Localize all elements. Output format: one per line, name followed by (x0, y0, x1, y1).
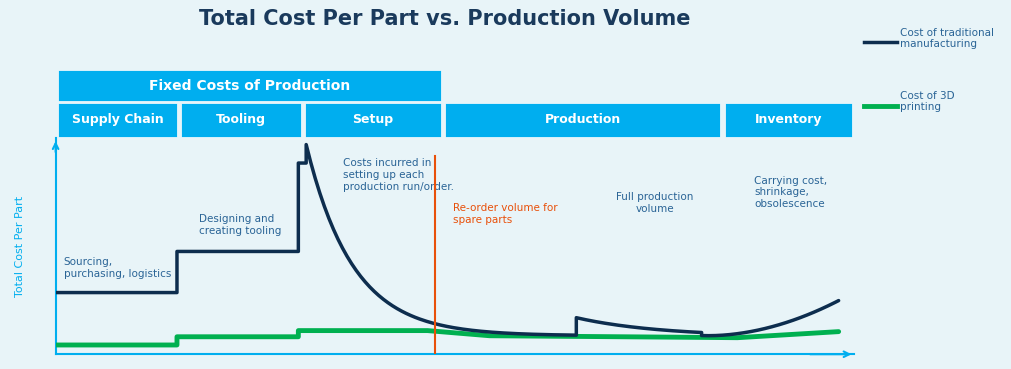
Text: Re-order volume for
spare parts: Re-order volume for spare parts (453, 203, 557, 225)
Text: Setup: Setup (353, 113, 393, 127)
Text: Production: Production (545, 113, 621, 127)
Text: Sourcing,
purchasing, logistics: Sourcing, purchasing, logistics (64, 257, 171, 279)
Text: Full production
volume: Full production volume (616, 192, 694, 214)
Text: Supply Chain: Supply Chain (72, 113, 164, 127)
Text: Carrying cost,
shrinkage,
obsolescence: Carrying cost, shrinkage, obsolescence (754, 176, 828, 209)
Text: Total Cost Per Part: Total Cost Per Part (15, 196, 24, 297)
Text: Inventory: Inventory (754, 113, 822, 127)
Text: Costs incurred in
setting up each
production run/order.: Costs incurred in setting up each produc… (343, 158, 454, 192)
Text: Cost of traditional
manufacturing: Cost of traditional manufacturing (900, 28, 994, 49)
Text: Total Cost Per Part vs. Production Volume: Total Cost Per Part vs. Production Volum… (199, 9, 691, 29)
Text: Fixed Costs of Production: Fixed Costs of Production (149, 79, 350, 93)
Text: Tooling: Tooling (216, 113, 266, 127)
Text: Cost of 3D
printing: Cost of 3D printing (900, 91, 954, 113)
Text: Designing and
creating tooling: Designing and creating tooling (199, 214, 282, 235)
